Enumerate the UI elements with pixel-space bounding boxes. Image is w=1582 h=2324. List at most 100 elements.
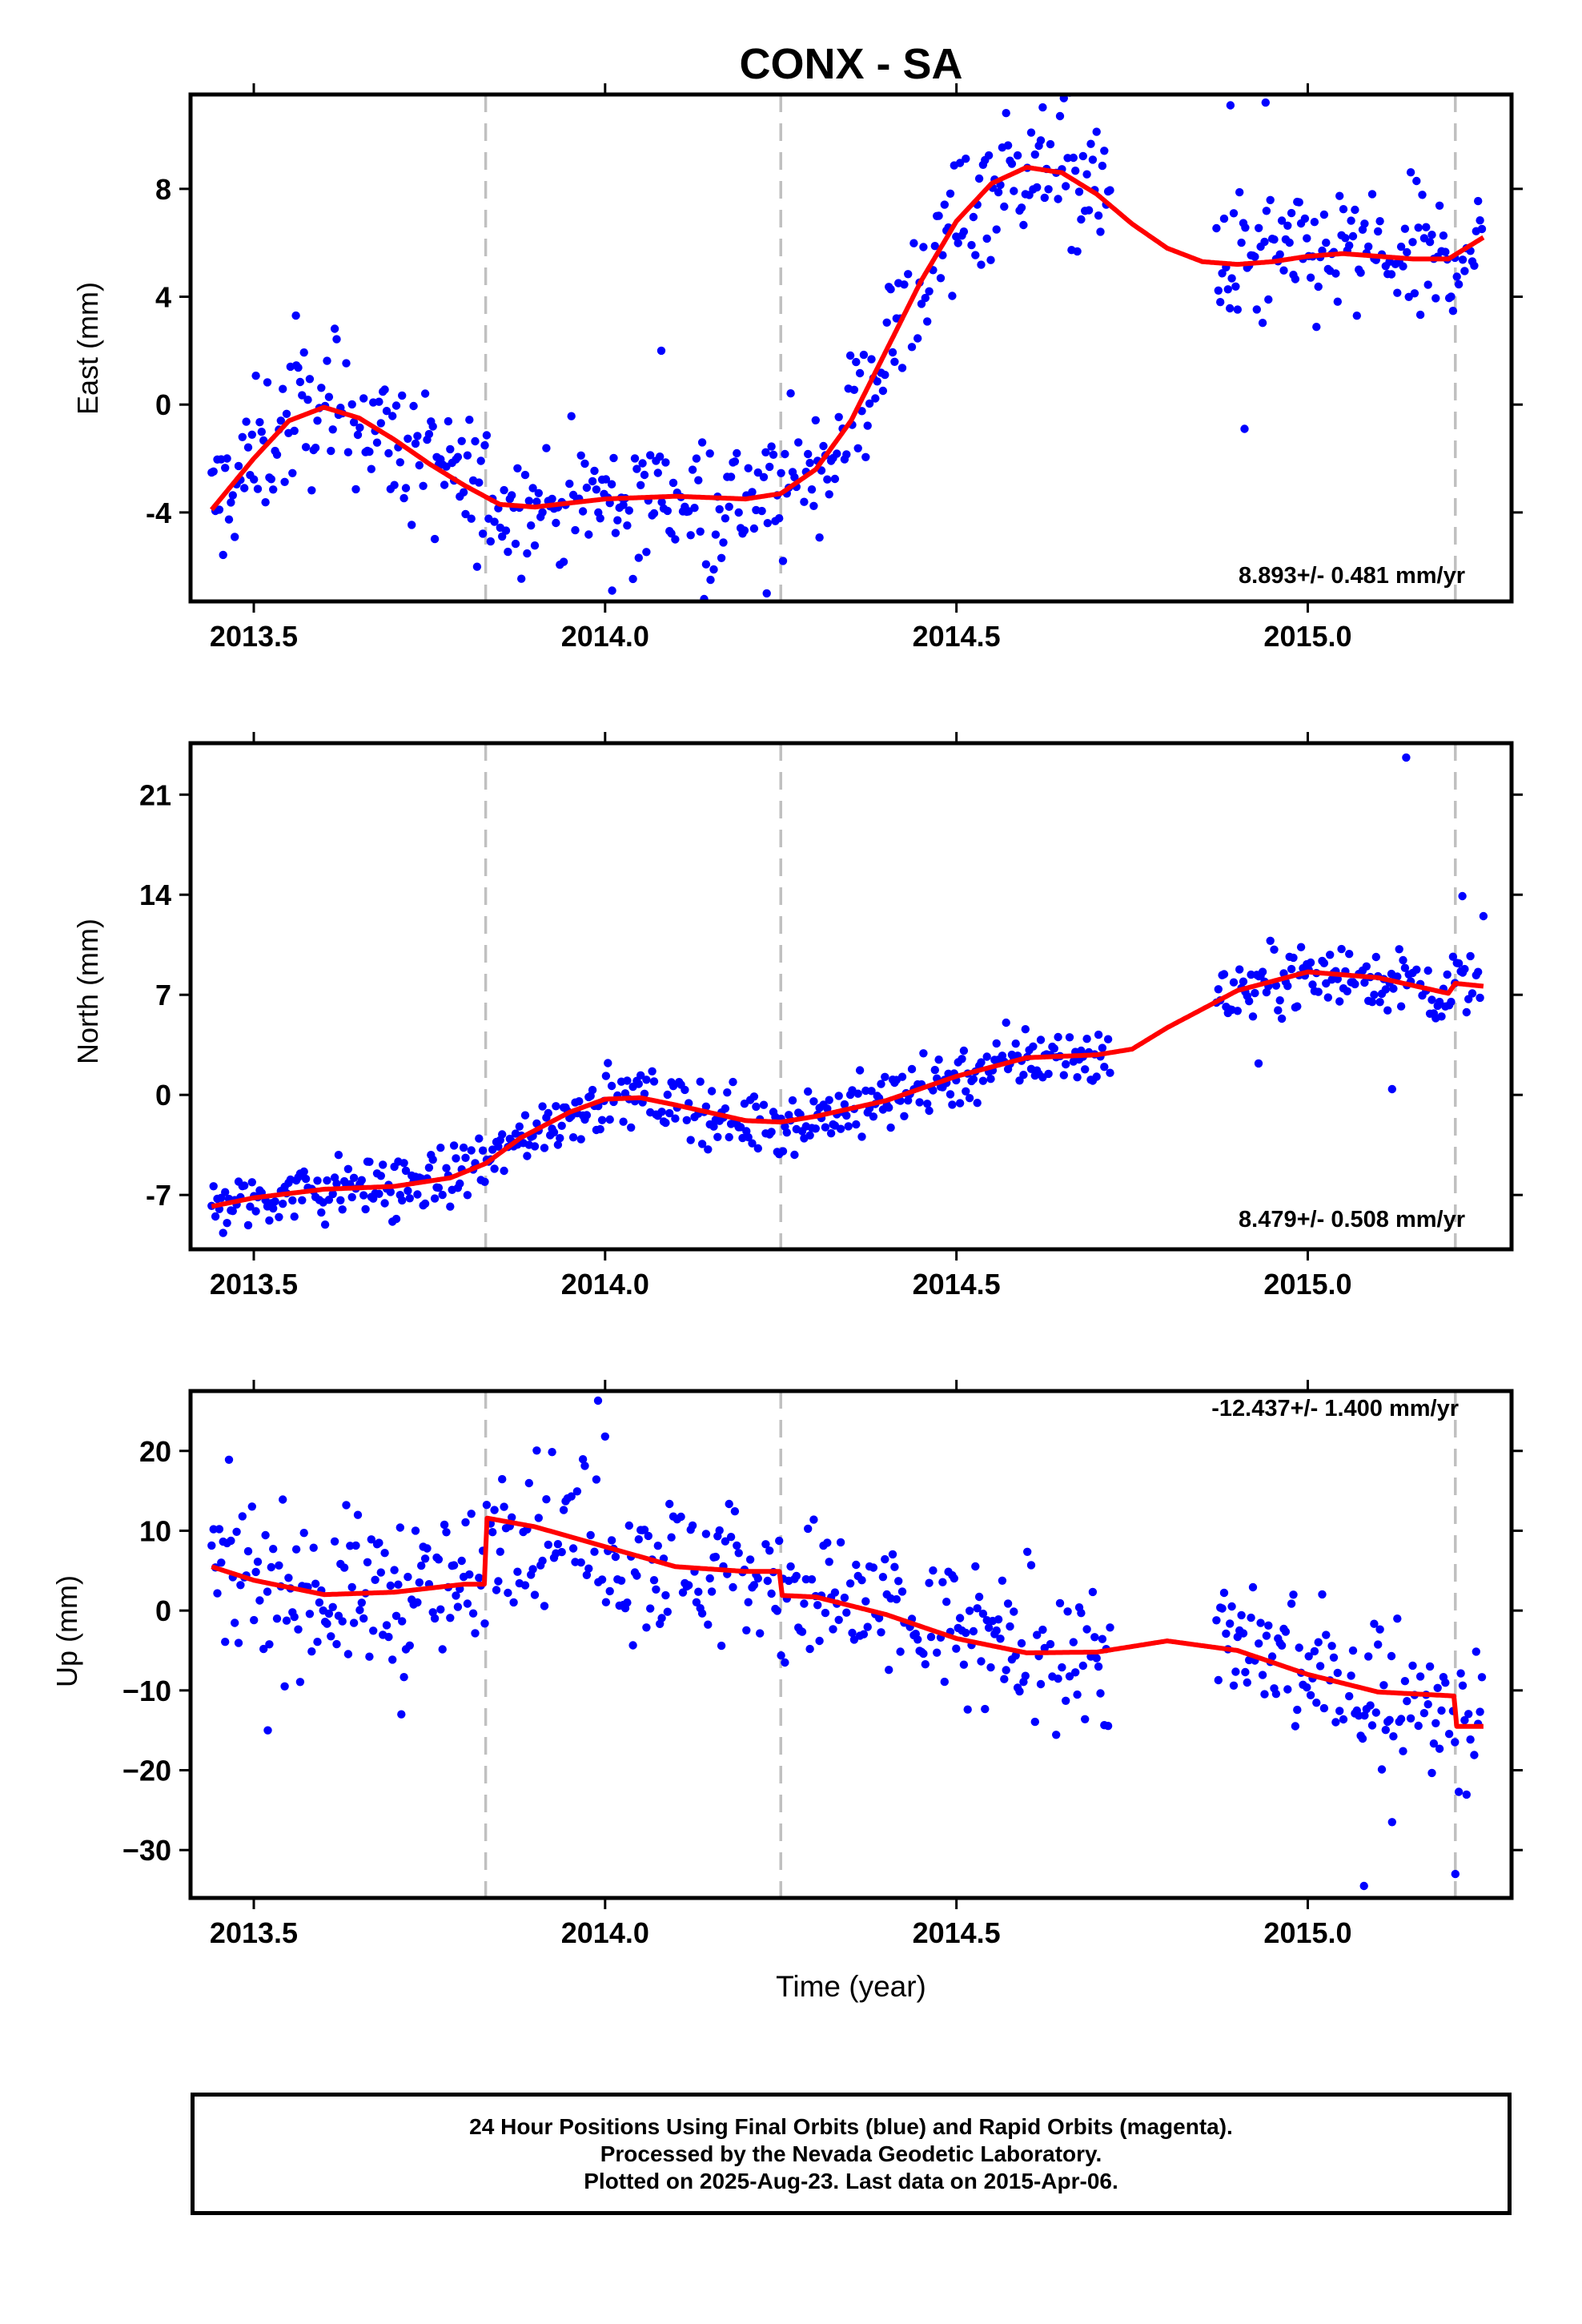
data-point (480, 1177, 489, 1187)
data-point (826, 1129, 836, 1138)
y-tick-label: -7 (146, 1179, 171, 1212)
data-point (921, 1660, 930, 1669)
data-point (411, 1526, 420, 1535)
data-point (1352, 312, 1362, 320)
data-point (324, 392, 334, 401)
data-point (1374, 1640, 1383, 1649)
data-point (434, 1184, 444, 1192)
data-point (855, 368, 865, 378)
data-point (709, 1122, 718, 1131)
data-point (290, 426, 299, 436)
data-point (1218, 269, 1227, 278)
data-point (1092, 1072, 1101, 1081)
data-point (343, 448, 353, 456)
data-point (863, 421, 872, 430)
data-point (504, 1588, 512, 1598)
data-point (500, 1166, 508, 1176)
data-point (1351, 205, 1359, 215)
data-point (461, 1518, 470, 1527)
data-point (1226, 101, 1235, 110)
data-point (954, 239, 962, 247)
data-point (1235, 965, 1244, 974)
data-point (1214, 1675, 1223, 1685)
data-point (946, 189, 955, 198)
data-point (1477, 224, 1487, 234)
data-point (859, 350, 869, 360)
data-point (1078, 1661, 1088, 1671)
data-point (729, 1077, 737, 1087)
data-point (349, 1618, 359, 1627)
data-point (657, 497, 666, 507)
data-point (1360, 219, 1369, 228)
data-point (613, 516, 622, 525)
data-point (353, 1510, 363, 1519)
data-point (1441, 1679, 1450, 1687)
data-point (1433, 1683, 1442, 1692)
data-point (1046, 1639, 1055, 1649)
data-point (933, 1648, 942, 1657)
data-point (936, 274, 946, 283)
data-point (498, 1474, 507, 1484)
data-point (685, 1581, 693, 1590)
data-point (291, 1545, 301, 1554)
data-point (1435, 1744, 1444, 1753)
data-point (420, 1199, 430, 1208)
data-point (246, 1202, 255, 1211)
data-point (1283, 221, 1292, 230)
data-point (1296, 943, 1306, 951)
data-point (1348, 231, 1358, 241)
data-point (332, 1639, 341, 1649)
data-point (1295, 198, 1303, 207)
data-point (557, 1121, 566, 1131)
data-point (996, 1634, 1005, 1643)
data-point (1439, 231, 1448, 240)
data-point (409, 401, 418, 411)
data-point (480, 1619, 489, 1628)
data-point (471, 436, 480, 446)
data-point (1275, 250, 1284, 259)
data-point (1077, 215, 1086, 224)
data-point (398, 1617, 407, 1626)
data-point (977, 1058, 986, 1067)
data-point (221, 1638, 230, 1647)
data-point (1006, 1622, 1014, 1631)
data-point (940, 200, 950, 209)
data-point (640, 470, 649, 480)
data-point (223, 1219, 231, 1228)
panel-frame (188, 1389, 1514, 1900)
data-point (317, 384, 326, 392)
data-point (786, 1562, 795, 1571)
data-point (634, 1535, 643, 1544)
data-point (391, 1214, 401, 1224)
data-point (611, 1552, 620, 1562)
data-point (792, 1571, 801, 1581)
data-point (984, 151, 994, 160)
data-point (475, 478, 484, 487)
data-point (584, 1564, 593, 1573)
data-point (584, 530, 593, 539)
data-point (272, 1614, 282, 1623)
x-tick-label: 2014.5 (913, 1916, 1001, 1949)
data-point (781, 449, 789, 459)
data-point (715, 1526, 724, 1535)
data-point (299, 348, 308, 357)
data-point (528, 484, 537, 493)
data-point (388, 1655, 397, 1664)
data-point (211, 1212, 220, 1221)
data-point (401, 484, 411, 493)
chart-title: CONX - SA (739, 40, 962, 88)
data-point (1339, 1715, 1348, 1724)
data-point (886, 1123, 895, 1132)
data-point (1374, 227, 1383, 236)
x-tick-label: 2013.5 (210, 1268, 298, 1301)
data-point (320, 1220, 330, 1229)
data-point (1283, 982, 1292, 991)
data-point (1073, 247, 1082, 256)
data-point (717, 553, 726, 562)
data-point (363, 1558, 372, 1567)
data-point (834, 412, 843, 421)
data-point (1098, 1634, 1107, 1643)
data-point (1050, 1044, 1059, 1053)
data-point (463, 1191, 472, 1200)
data-point (490, 1506, 499, 1514)
